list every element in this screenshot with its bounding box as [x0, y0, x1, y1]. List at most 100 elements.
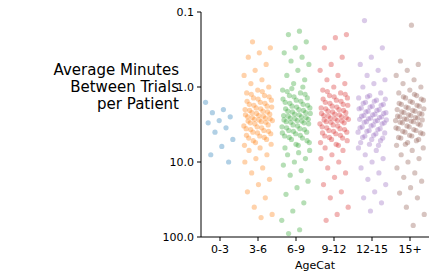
point: [416, 62, 421, 67]
point: [265, 109, 270, 114]
point: [252, 121, 257, 126]
point: [251, 138, 256, 143]
point: [358, 165, 363, 170]
point: [321, 182, 326, 187]
point: [360, 135, 365, 140]
x-tick: [296, 237, 297, 241]
point: [210, 110, 215, 115]
point: [366, 116, 371, 121]
point: [259, 125, 264, 130]
point: [303, 156, 308, 161]
point: [226, 159, 231, 164]
point: [322, 117, 327, 122]
point: [221, 107, 226, 112]
point: [334, 142, 339, 147]
point: [383, 182, 388, 187]
point: [371, 81, 376, 86]
x-tick: [220, 237, 221, 241]
point: [361, 195, 366, 200]
point: [270, 212, 275, 217]
point: [409, 23, 414, 28]
point: [283, 192, 288, 197]
point: [304, 39, 309, 44]
point: [394, 165, 399, 170]
point: [410, 148, 415, 153]
point: [284, 125, 289, 130]
point: [306, 62, 311, 67]
point: [241, 123, 246, 128]
point: [379, 200, 384, 205]
point: [294, 185, 299, 190]
point: [302, 127, 307, 132]
point: [380, 45, 385, 50]
point: [338, 90, 343, 95]
point: [317, 121, 322, 126]
point: [257, 117, 262, 122]
point: [255, 130, 260, 135]
point: [335, 73, 340, 78]
point: [409, 119, 414, 124]
point: [288, 173, 293, 178]
point: [320, 88, 325, 93]
y-tick-label: 10.0: [170, 156, 195, 169]
point: [244, 90, 249, 95]
point: [421, 106, 426, 111]
point: [345, 138, 350, 143]
point: [327, 101, 332, 106]
point: [377, 115, 382, 120]
point: [401, 175, 406, 180]
point: [364, 129, 369, 134]
y-tick-label: 1.0: [177, 81, 195, 94]
point: [324, 125, 329, 130]
point: [306, 121, 311, 126]
point: [335, 212, 340, 217]
point: [261, 114, 266, 119]
point: [336, 159, 341, 164]
point: [411, 127, 416, 132]
point: [298, 133, 303, 138]
point: [246, 55, 251, 60]
points: [203, 18, 427, 236]
point: [249, 170, 254, 175]
point: [288, 120, 293, 125]
point: [297, 112, 302, 117]
y-label-line: Average Minutes: [54, 61, 180, 79]
point: [319, 105, 324, 110]
point: [288, 58, 293, 63]
point: [323, 106, 328, 111]
point: [407, 88, 412, 93]
point: [329, 152, 334, 157]
point: [260, 89, 265, 94]
point: [308, 111, 313, 116]
point: [333, 116, 338, 121]
point: [255, 88, 260, 93]
point: [381, 156, 386, 161]
point: [383, 97, 388, 102]
point: [368, 208, 373, 213]
point: [262, 101, 267, 106]
point: [291, 129, 296, 134]
point: [342, 127, 347, 132]
point: [335, 123, 340, 128]
point: [339, 189, 344, 194]
point: [412, 92, 417, 97]
point: [292, 159, 297, 164]
point: [396, 135, 401, 140]
point: [248, 127, 253, 132]
x-tick-label: 0-3: [211, 243, 229, 256]
point: [219, 144, 224, 149]
point: [404, 205, 409, 210]
y-tick: [197, 87, 201, 88]
point: [250, 39, 255, 44]
point: [206, 120, 211, 125]
point: [319, 111, 324, 116]
x-axis: [201, 237, 429, 238]
point: [338, 133, 343, 138]
point: [325, 165, 330, 170]
point: [372, 99, 377, 104]
point: [258, 106, 263, 111]
y-axis: [201, 12, 202, 237]
point: [399, 109, 404, 114]
point: [307, 148, 312, 153]
point: [244, 133, 249, 138]
